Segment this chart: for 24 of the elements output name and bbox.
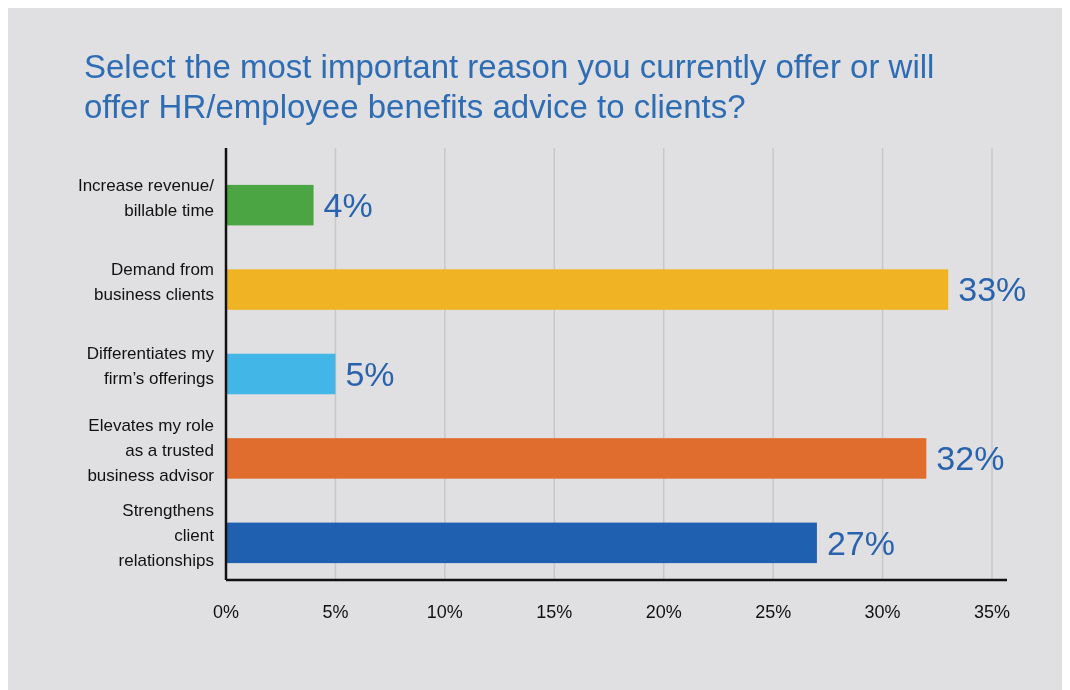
- y-tick-label: Demand from business clients: [93, 260, 214, 305]
- data-label: 33%: [958, 270, 1027, 309]
- x-tick-label: 15%: [536, 602, 573, 622]
- y-tick-label: Increase revenue/ billable time: [77, 175, 215, 220]
- x-tick-label: 10%: [426, 602, 463, 622]
- bar: [226, 438, 927, 479]
- y-tick-label: Elevates my role as a trusted business advisor: [87, 416, 215, 486]
- y-tick-label: Differentiates my firm’s offerings: [86, 344, 215, 389]
- x-tick-label: 5%: [322, 602, 349, 622]
- y-tick-label: Strengthens client relationships: [118, 500, 215, 570]
- bar: [226, 522, 817, 564]
- data-label: 27%: [826, 523, 895, 562]
- x-tick-label: 25%: [755, 602, 792, 622]
- bar: [226, 353, 336, 395]
- data-label: 4%: [323, 186, 373, 225]
- x-tick-label: 0%: [212, 602, 240, 622]
- bar: [226, 184, 314, 226]
- x-tick-label: 20%: [645, 602, 682, 622]
- data-label: 32%: [936, 439, 1005, 478]
- data-label: 5%: [345, 354, 395, 393]
- x-tick-label: 35%: [973, 602, 1011, 622]
- chart-title: Select the most important reason you currently offer or will offer HR/employee benefits advice to clients?: [84, 48, 935, 125]
- x-tick-label: 30%: [864, 602, 901, 622]
- bar: [226, 269, 949, 310]
